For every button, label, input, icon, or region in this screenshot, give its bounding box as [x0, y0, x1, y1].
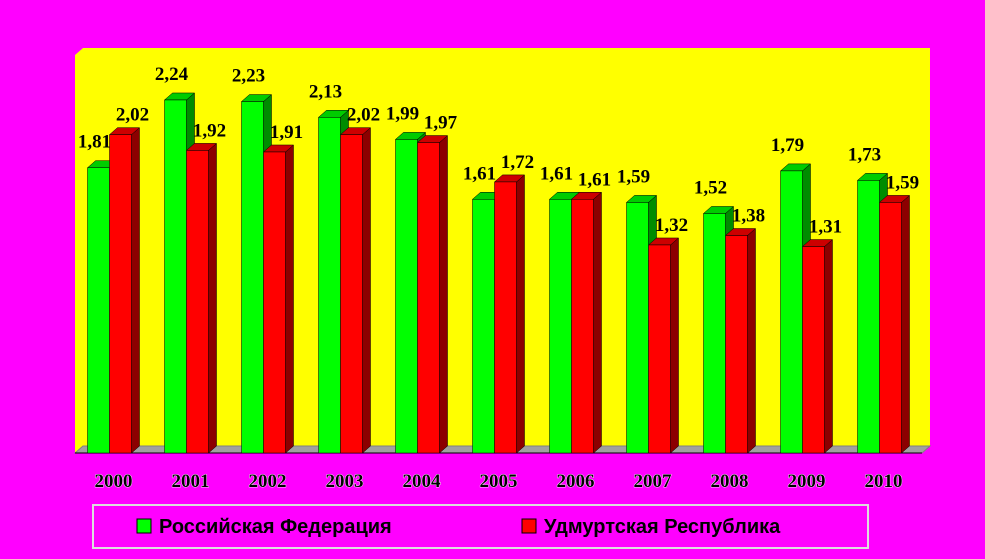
value-label: 2,23 — [232, 66, 265, 87]
value-label: 1,99 — [386, 103, 419, 124]
value-label: 1,61 — [463, 163, 496, 184]
bar — [724, 227, 757, 454]
x-tick-label: 2007 — [634, 471, 673, 492]
x-tick-label: 2001 — [172, 471, 210, 492]
bar — [339, 127, 372, 454]
x-tick-label: 2002 — [249, 471, 287, 492]
x-tick-label: 2004 — [403, 471, 442, 492]
bar — [878, 194, 911, 454]
bar — [416, 134, 449, 454]
value-label: 1,59 — [886, 172, 919, 193]
value-label: 1,73 — [848, 144, 881, 165]
value-label: 1,61 — [540, 163, 573, 184]
value-label: 1,31 — [809, 217, 842, 238]
bar — [262, 144, 295, 454]
value-label: 2,13 — [309, 81, 342, 102]
x-tick-label: 2009 — [788, 471, 826, 492]
value-label: 1,38 — [732, 206, 765, 227]
value-label: 1,91 — [270, 122, 303, 143]
value-label: 2,24 — [155, 64, 189, 85]
value-label: 1,79 — [771, 135, 804, 156]
value-label: 1,81 — [78, 132, 111, 153]
value-label: 1,61 — [578, 169, 611, 190]
value-label: 2,02 — [116, 105, 149, 126]
bar — [108, 127, 141, 454]
bar — [570, 191, 603, 454]
value-label: 1,59 — [617, 166, 650, 187]
legend-swatch — [136, 518, 152, 534]
x-tick-label: 2003 — [326, 471, 364, 492]
value-label: 1,32 — [655, 215, 688, 236]
value-label: 1,92 — [193, 120, 226, 141]
bar — [493, 174, 526, 454]
x-tick-label: 2008 — [711, 471, 749, 492]
x-tick-label: 2000 — [95, 471, 133, 492]
x-tick-label: 2006 — [557, 471, 595, 492]
x-tick-label: 2010 — [865, 471, 903, 492]
legend-swatch — [521, 518, 537, 534]
value-label: 1,97 — [424, 113, 458, 134]
x-tick-label: 2005 — [480, 471, 518, 492]
bar — [647, 237, 680, 454]
value-label: 1,52 — [694, 177, 727, 198]
value-label: 2,02 — [347, 105, 380, 126]
bar — [185, 142, 218, 454]
value-label: 1,72 — [501, 152, 534, 173]
bar — [801, 238, 834, 454]
legend-label: Российская Федерация — [159, 516, 392, 538]
legend-box — [92, 504, 869, 549]
legend-label: Удмуртская Республика — [544, 516, 781, 538]
